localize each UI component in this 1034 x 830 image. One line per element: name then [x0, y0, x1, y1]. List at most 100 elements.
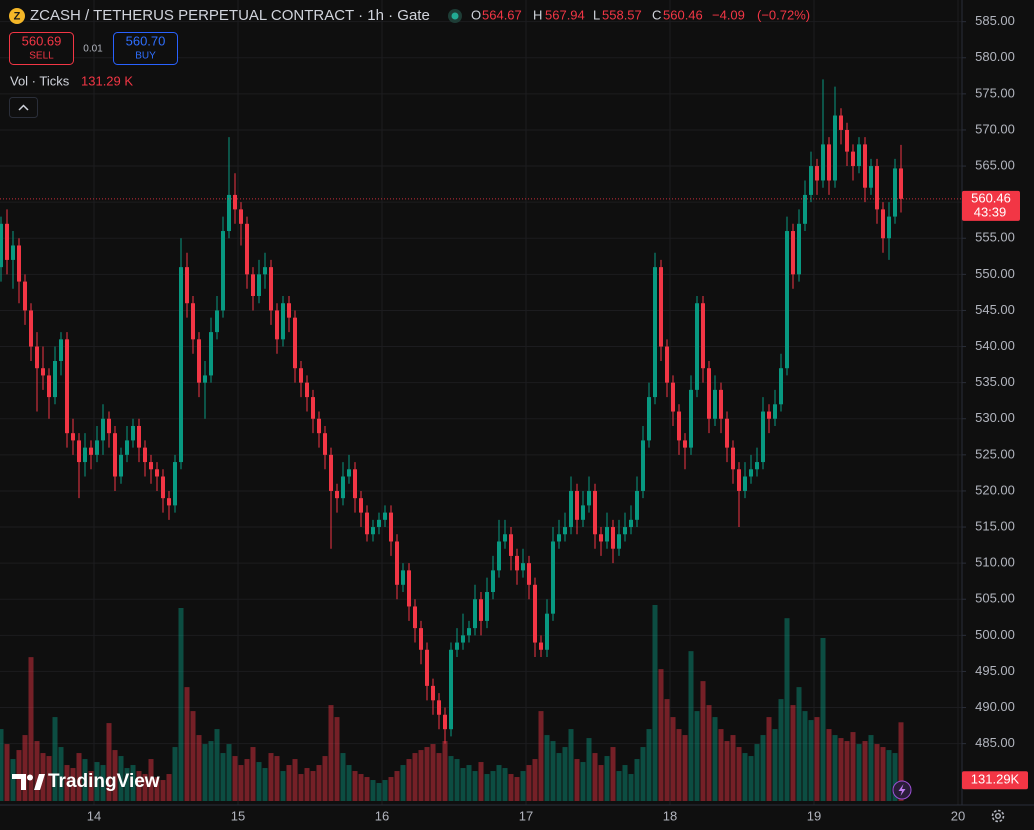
candle-body — [23, 281, 27, 311]
volume-bar — [106, 723, 112, 801]
volume-bar — [4, 744, 10, 801]
volume-bar — [82, 759, 88, 801]
candle-body — [179, 267, 183, 463]
candle-body — [479, 599, 483, 621]
volume-bar — [274, 756, 280, 801]
last-price-tag — [962, 190, 1020, 221]
volume-bar — [454, 759, 460, 801]
volume-bar — [190, 711, 196, 801]
volume-bar — [568, 729, 574, 801]
volume-bar — [562, 747, 568, 801]
volume-bar — [604, 756, 610, 801]
candle-body — [653, 267, 657, 398]
collapse-button[interactable] — [9, 97, 38, 118]
volume-bar — [166, 774, 172, 801]
candle-body — [425, 649, 429, 686]
volume-bar — [754, 744, 760, 801]
volume-tag-label: 131.29K — [971, 772, 1020, 787]
candle-body — [737, 469, 741, 491]
volume-bar — [580, 762, 586, 801]
volume-indicator-name[interactable]: Vol · Ticks — [10, 73, 70, 88]
volume-bar — [700, 681, 706, 801]
volume-bar — [334, 717, 340, 801]
y-tick-label: 565.00 — [975, 157, 1015, 172]
volume-bar — [736, 747, 742, 801]
settings-button[interactable] — [991, 809, 1005, 823]
status-dot — [451, 12, 459, 20]
candle-body — [125, 440, 129, 455]
volume-bar — [652, 605, 658, 801]
volume-bar — [544, 735, 550, 801]
volume-bar — [148, 759, 154, 801]
volume-bar — [22, 735, 28, 801]
candle-body — [29, 310, 33, 347]
candle-body — [851, 151, 855, 167]
volume-bar — [346, 765, 352, 801]
volume-bar — [172, 747, 178, 801]
candle-body — [347, 469, 351, 477]
volume-bar — [352, 771, 358, 801]
volume-bar — [808, 720, 814, 801]
candle-body — [821, 144, 825, 181]
candle-body — [599, 534, 603, 542]
volume-bar — [706, 705, 712, 801]
volume-bar — [10, 759, 16, 801]
volume-bar — [364, 777, 370, 801]
candle-body — [875, 166, 879, 210]
candle-body — [35, 346, 39, 369]
volume-bar — [514, 777, 520, 801]
volume-bar — [784, 618, 790, 801]
candle-body — [893, 168, 897, 217]
volume-bar — [460, 768, 466, 801]
volume-bar — [70, 768, 76, 801]
volume-bar — [322, 756, 328, 801]
candle-body — [839, 115, 843, 130]
candle-body — [827, 144, 831, 181]
buy-button[interactable] — [113, 32, 178, 65]
candle-body — [887, 216, 891, 239]
logo-dot — [27, 774, 33, 781]
candle-body — [119, 454, 123, 477]
candle-body — [719, 389, 723, 419]
candle-body — [665, 346, 669, 383]
candle-body — [371, 527, 375, 535]
volume-bar — [256, 762, 262, 801]
y-tick-label: 555.00 — [975, 230, 1015, 245]
sell-button[interactable] — [9, 32, 74, 65]
candle-body — [215, 310, 219, 333]
volume-bar — [76, 753, 82, 801]
candle-body — [455, 642, 459, 650]
volume-bar — [628, 774, 634, 801]
volume-bar — [724, 741, 730, 801]
low-label: L — [593, 7, 600, 22]
volume-bar — [868, 735, 874, 801]
volume-bar — [298, 774, 304, 801]
coin-icon-glyph: Z — [14, 10, 21, 22]
candle-body — [341, 476, 345, 499]
volume-bar — [430, 744, 436, 801]
y-tick-label: 585.00 — [975, 13, 1015, 28]
candle-body — [299, 368, 303, 383]
y-tick-label: 540.00 — [975, 338, 1015, 353]
candle-body — [449, 649, 453, 730]
volume-indicator-value: 131.29 K — [81, 73, 133, 88]
candle-body — [209, 332, 213, 376]
volume-bar — [94, 762, 100, 801]
volume-bar — [766, 717, 772, 801]
candle-body — [659, 267, 663, 347]
y-tick-label: 535.00 — [975, 374, 1015, 389]
volume-bar — [502, 768, 508, 801]
y-tick-label: 520.00 — [975, 482, 1015, 497]
candle-body — [401, 570, 405, 585]
candle-body — [755, 462, 759, 470]
volume-bar — [820, 637, 826, 801]
sell-label: SELL — [29, 51, 54, 62]
lightning-icon — [898, 784, 906, 796]
candle-body — [779, 368, 783, 405]
y-tick-label: 490.00 — [975, 699, 1015, 714]
candle-body — [785, 231, 789, 369]
volume-bar — [886, 750, 892, 801]
volume-bar — [178, 607, 184, 801]
candle-body — [575, 490, 579, 520]
volume-bar — [286, 765, 292, 801]
